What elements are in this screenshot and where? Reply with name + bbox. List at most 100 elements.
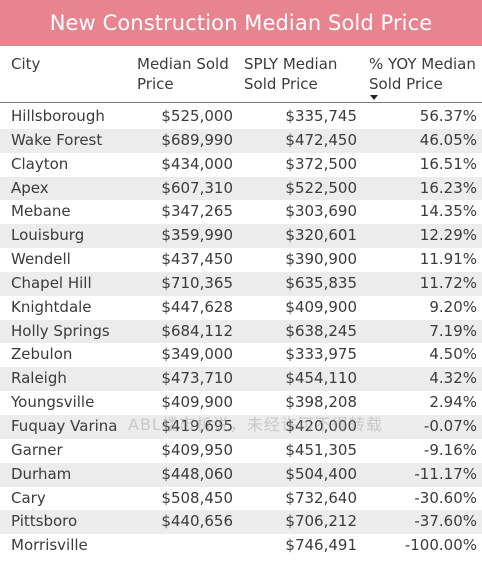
cell-yoy-median-sold-price: 14.35% <box>419 202 477 221</box>
cell-city: Mebane <box>11 202 71 221</box>
cell-city: Apex <box>11 178 49 197</box>
cell-sply-median-sold-price: $398,208 <box>285 393 357 412</box>
table-row[interactable]: Hillsborough $525,000 $335,745 56.37% <box>0 105 482 129</box>
cell-median-sold-price: $347,265 <box>161 202 233 221</box>
cell-city: Wake Forest <box>11 130 103 149</box>
cell-city: Clayton <box>11 154 69 173</box>
table-row[interactable]: Louisburg $359,990 $320,601 12.29% <box>0 224 482 249</box>
cell-city: Fuquay Varina <box>11 416 118 435</box>
cell-sply-median-sold-price: $732,640 <box>285 488 357 507</box>
cell-yoy-median-sold-price: 9.20% <box>429 297 477 316</box>
cell-median-sold-price: $508,450 <box>161 488 233 507</box>
cell-sply-median-sold-price: $635,835 <box>285 273 357 292</box>
cell-yoy-median-sold-price: 16.51% <box>419 154 477 173</box>
table-row[interactable]: Mebane $347,265 $303,690 14.35% <box>0 200 482 224</box>
cell-median-sold-price: $437,450 <box>161 250 233 269</box>
table-row[interactable]: Holly Springs $684,112 $638,245 7.19% <box>0 319 482 344</box>
table-row[interactable]: Apex $607,310 $522,500 16.23% <box>0 176 482 201</box>
cell-sply-median-sold-price: $390,900 <box>285 250 357 269</box>
cell-city: Hillsborough <box>11 107 105 125</box>
cell-sply-median-sold-price: $472,450 <box>285 130 357 149</box>
cell-yoy-median-sold-price: -100.00% <box>404 536 477 555</box>
table-row[interactable]: Clayton $434,000 $372,500 16.51% <box>0 153 482 177</box>
cell-sply-median-sold-price: $638,245 <box>285 321 357 340</box>
cell-median-sold-price: $434,000 <box>161 154 233 173</box>
table-row[interactable]: Durham $448,060 $504,400 -11.17% <box>0 462 482 487</box>
cell-city: Cary <box>11 488 46 507</box>
cell-median-sold-price: $473,710 <box>161 369 233 388</box>
cell-city: Morrisville <box>11 536 88 555</box>
table-body: Hillsborough $525,000 $335,745 56.37% Wake F… <box>0 105 482 558</box>
cell-yoy-median-sold-price: 4.32% <box>429 369 477 388</box>
column-header-yoy-median-sold-price[interactable]: % YOY Median Sold Price <box>369 55 476 93</box>
sort-descending-icon[interactable] <box>370 95 378 100</box>
cell-yoy-median-sold-price: -11.17% <box>414 464 477 483</box>
cell-yoy-median-sold-price: -0.07% <box>423 416 477 435</box>
cell-median-sold-price: $349,000 <box>161 345 233 364</box>
cell-median-sold-price: $684,112 <box>161 321 233 340</box>
cell-sply-median-sold-price: $335,745 <box>285 107 357 125</box>
cell-sply-median-sold-price: $454,110 <box>285 369 357 388</box>
cell-sply-median-sold-price: $320,601 <box>285 226 357 245</box>
cell-median-sold-price: $419,695 <box>161 416 233 435</box>
cell-city: Pittsboro <box>11 512 78 531</box>
cell-yoy-median-sold-price: 11.91% <box>419 250 477 269</box>
cell-city: Chapel Hill <box>11 273 92 292</box>
cell-median-sold-price: $359,990 <box>161 226 233 245</box>
cell-yoy-median-sold-price: 16.23% <box>419 178 477 197</box>
cell-median-sold-price: $409,950 <box>161 440 233 459</box>
cell-yoy-median-sold-price: 2.94% <box>429 393 477 412</box>
table-row[interactable]: Fuquay Varina $419,695 $420,000 -0.07% <box>0 414 482 439</box>
table-row[interactable]: Chapel Hill $710,365 $635,835 11.72% <box>0 271 482 296</box>
cell-yoy-median-sold-price: 4.50% <box>429 345 477 364</box>
cell-yoy-median-sold-price: -30.60% <box>414 488 477 507</box>
table-row[interactable]: Pittsboro $440,656 $706,212 -37.60% <box>0 510 482 535</box>
cell-city: Holly Springs <box>11 321 110 340</box>
cell-yoy-median-sold-price: 46.05% <box>419 130 477 149</box>
table-row[interactable]: Cary $508,450 $732,640 -30.60% <box>0 487 482 511</box>
cell-median-sold-price: $525,000 <box>161 107 233 125</box>
cell-city: Youngsville <box>11 393 95 412</box>
title-bar: New Construction Median Sold Price <box>0 0 482 46</box>
cell-median-sold-price: $689,990 <box>161 130 233 149</box>
cell-sply-median-sold-price: $746,491 <box>285 536 357 555</box>
cell-city: Louisburg <box>11 226 85 245</box>
cell-median-sold-price: $710,365 <box>161 273 233 292</box>
table-title: New Construction Median Sold Price <box>49 11 433 35</box>
cell-city: Zebulon <box>11 345 73 364</box>
cell-yoy-median-sold-price: -37.60% <box>414 512 477 531</box>
table-row[interactable]: Raleigh $473,710 $454,110 4.32% <box>0 367 482 392</box>
cell-sply-median-sold-price: $522,500 <box>285 178 357 197</box>
table-row[interactable]: Garner $409,950 $451,305 -9.16% <box>0 439 482 463</box>
cell-median-sold-price: $409,900 <box>161 393 233 412</box>
cell-sply-median-sold-price: $333,975 <box>285 345 357 364</box>
table-header: City Median Sold Price SPLY Median Sold … <box>0 52 482 103</box>
cell-yoy-median-sold-price: 56.37% <box>419 107 477 125</box>
table-row[interactable]: Zebulon $349,000 $333,975 4.50% <box>0 343 482 367</box>
cell-city: Wendell <box>11 250 71 269</box>
cell-sply-median-sold-price: $303,690 <box>285 202 357 221</box>
cell-yoy-median-sold-price: 12.29% <box>419 226 477 245</box>
table-row[interactable]: Knightdale $447,628 $409,900 9.20% <box>0 296 482 320</box>
cell-yoy-median-sold-price: 7.19% <box>429 321 477 340</box>
cell-sply-median-sold-price: $504,400 <box>285 464 357 483</box>
cell-sply-median-sold-price: $372,500 <box>285 154 357 173</box>
cell-city: Raleigh <box>11 369 67 388</box>
table-row[interactable]: Morrisville $746,491 -100.00% <box>0 534 482 558</box>
cell-city: Knightdale <box>11 297 92 316</box>
table-row[interactable]: Wendell $437,450 $390,900 11.91% <box>0 248 482 272</box>
cell-sply-median-sold-price: $420,000 <box>285 416 357 435</box>
column-header-sply-median-sold-price[interactable]: SPLY Median Sold Price <box>244 55 338 93</box>
cell-median-sold-price: $607,310 <box>161 178 233 197</box>
column-header-median-sold-price[interactable]: Median Sold Price <box>137 55 229 93</box>
cell-city: Garner <box>11 440 63 459</box>
cell-median-sold-price: $448,060 <box>161 464 233 483</box>
cell-median-sold-price: $440,656 <box>161 512 233 531</box>
table-row[interactable]: Wake Forest $689,990 $472,450 46.05% <box>0 128 482 153</box>
cell-median-sold-price: $447,628 <box>161 297 233 316</box>
column-header-city[interactable]: City <box>11 55 41 73</box>
cell-sply-median-sold-price: $409,900 <box>285 297 357 316</box>
cell-yoy-median-sold-price: -9.16% <box>423 440 477 459</box>
table-row[interactable]: Youngsville $409,900 $398,208 2.94% <box>0 391 482 415</box>
cell-sply-median-sold-price: $451,305 <box>285 440 357 459</box>
